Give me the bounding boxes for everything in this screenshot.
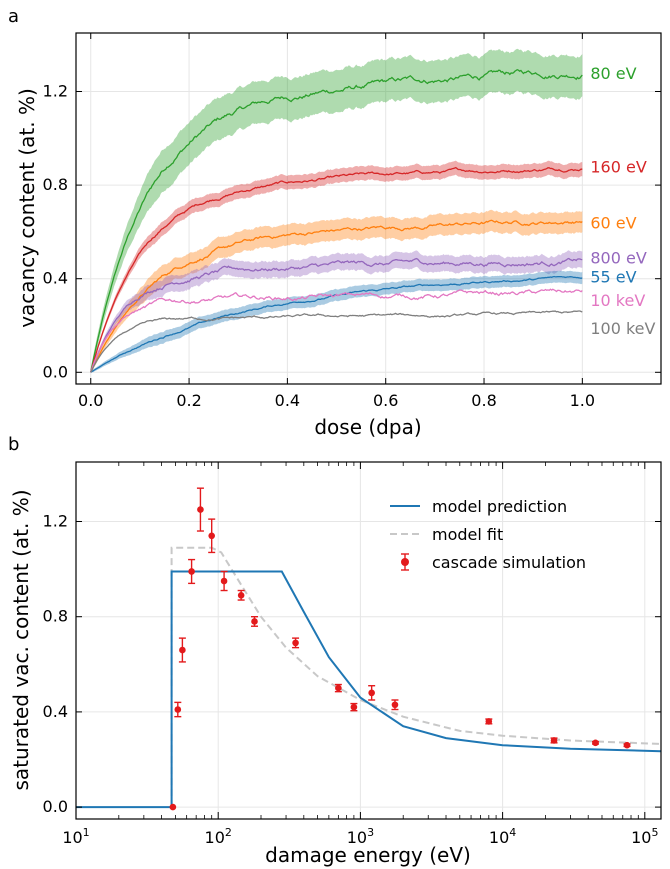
b-point-16	[592, 739, 599, 747]
a-series-label-4: 55 eV	[590, 267, 636, 286]
b-xtick-label: 104	[489, 826, 516, 847]
a-series-label-1: 160 eV	[590, 157, 646, 176]
b-point-12	[368, 689, 375, 697]
b-point-15	[550, 737, 558, 744]
panel-b-legend: model prediction model fit cascade simulat…	[390, 497, 586, 572]
a-line-3	[90, 257, 583, 373]
b-xtick-label: 103	[347, 826, 374, 847]
b-point-6	[220, 577, 228, 585]
b-ytick-label: 1.2	[43, 512, 68, 531]
b-point-8	[251, 618, 258, 625]
b-point-3	[188, 568, 195, 575]
b-model-prediction-line	[76, 570, 662, 809]
b-model-fit-line	[170, 546, 662, 808]
b-xtick-label: 105	[631, 826, 658, 847]
b-xtick-label: 101	[62, 826, 89, 847]
a-xtick-label: 0.4	[275, 391, 300, 410]
panel-b-frame	[75, 461, 662, 820]
panel-b-grid	[75, 462, 661, 819]
a-series-label-0: 80 eV	[590, 64, 636, 83]
panel-a-grid	[76, 33, 661, 384]
b-point-10	[335, 684, 342, 692]
a-band-4	[90, 270, 583, 373]
a-ytick-label: 0.8	[43, 175, 68, 194]
a-ytick-label: 1.2	[43, 82, 68, 101]
a-line-2	[90, 219, 583, 373]
b-ytick-label: 0.0	[43, 797, 68, 816]
b-xtick-label: 102	[205, 826, 232, 847]
panel-a-letter: a	[8, 6, 19, 27]
legend-swatch-cascade-simulation	[401, 558, 409, 566]
a-line-6	[90, 310, 583, 373]
a-xtick-label: 0.2	[176, 391, 201, 410]
panel-b-curves	[76, 546, 662, 809]
b-point-5	[208, 532, 215, 540]
panel-a-lines	[90, 68, 583, 373]
panel-a-ylabel: vacancy content (at. %)	[15, 88, 39, 328]
b-point-7	[237, 591, 245, 599]
panel-b-ylabel: saturated vac. content (at. %)	[9, 489, 33, 790]
a-series-label-5: 10 keV	[590, 291, 645, 310]
panel-a-frame	[75, 32, 662, 385]
a-series-label-2: 60 eV	[590, 214, 636, 233]
b-point-2	[179, 646, 186, 654]
b-ytick-label: 0.4	[43, 702, 68, 721]
a-xtick-label: 1.0	[570, 391, 595, 410]
panel-a-bands	[90, 48, 583, 373]
panel-b-points	[169, 487, 631, 811]
a-line-1	[90, 166, 583, 373]
legend-label-model-fit: model fit	[432, 525, 503, 544]
a-line-0	[90, 68, 583, 373]
b-ytick-label: 0.8	[43, 607, 68, 626]
a-series-label-6: 100 keV	[590, 319, 655, 338]
a-ytick-label: 0.4	[43, 269, 68, 288]
b-point-9	[292, 639, 299, 647]
a-band-0	[90, 48, 583, 373]
b-point-1	[174, 706, 182, 713]
a-band-3	[90, 250, 583, 373]
b-point-14	[485, 718, 493, 725]
legend-label-cascade-simulation: cascade simulation	[432, 553, 586, 572]
a-series-label-3: 800 eV	[590, 249, 646, 268]
a-xtick-label: 0.8	[471, 391, 496, 410]
panel-a-ticks: 0.0 0.2 0.4 0.6 0.8 1.0 0.0 0.4 0.8 1.2	[43, 33, 661, 410]
b-point-11	[350, 703, 358, 711]
legend-label-model-prediction: model prediction	[432, 497, 567, 516]
a-line-5	[90, 288, 583, 373]
panel-b-letter: b	[8, 434, 19, 455]
panel-a-xlabel: dose (dpa)	[314, 415, 421, 439]
a-xtick-label: 0.6	[373, 391, 398, 410]
b-point-17	[623, 741, 631, 749]
b-point-13	[391, 701, 399, 709]
panel-b-xlabel: damage energy (eV)	[265, 843, 471, 867]
b-point-4	[197, 506, 204, 513]
a-xtick-label: 0.0	[78, 391, 103, 410]
b-point-0	[169, 803, 177, 811]
a-ytick-label: 0.0	[43, 362, 68, 381]
panel-b-ticks: 101 102 103 104 105 0.0 0.4 0.8 1.2	[43, 462, 661, 847]
panel-b: b 101 102 103 104 105 0.0 0.4 0.8 1.2 model pred…	[8, 434, 662, 867]
